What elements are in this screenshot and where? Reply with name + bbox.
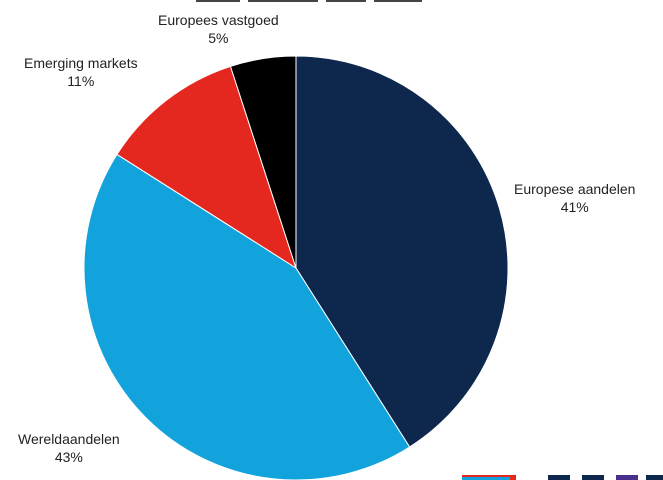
logo-mark-navy [646, 475, 663, 480]
logo-stripe-blue [462, 477, 510, 480]
slice-name: Emerging markets [24, 55, 138, 71]
slice-label-europese-aandelen: Europese aandelen 41% [514, 180, 635, 216]
slice-name: Wereldaandelen [18, 431, 120, 447]
slice-percentage: 41% [560, 199, 589, 215]
pie-slice-europees-vastgoed [229, 55, 297, 269]
brand-logo [462, 475, 663, 480]
pie-slice-wereldaandelen [83, 153, 411, 480]
logo-mark-purple [616, 475, 638, 480]
logo-mark-navy [548, 475, 570, 480]
slice-percentage: 43% [54, 449, 83, 465]
slice-label-europees-vastgoed: Europees vastgoed 5% [158, 11, 279, 47]
slice-name: Europese aandelen [514, 181, 636, 197]
slice-percentage: 5% [208, 30, 229, 46]
slice-percentage: 11% [67, 73, 95, 89]
slice-name: Europees vastgoed [158, 12, 279, 28]
pie-slice-europese-aandelen [295, 55, 509, 448]
logo-mark-navy [582, 475, 604, 480]
cropped-title-fragment [190, 0, 430, 2]
slice-label-emerging-markets: Emerging markets 11% [24, 54, 138, 90]
pie-slice-emerging-markets [116, 65, 297, 270]
slice-label-wereldaandelen: Wereldaandelen 43% [18, 430, 120, 466]
